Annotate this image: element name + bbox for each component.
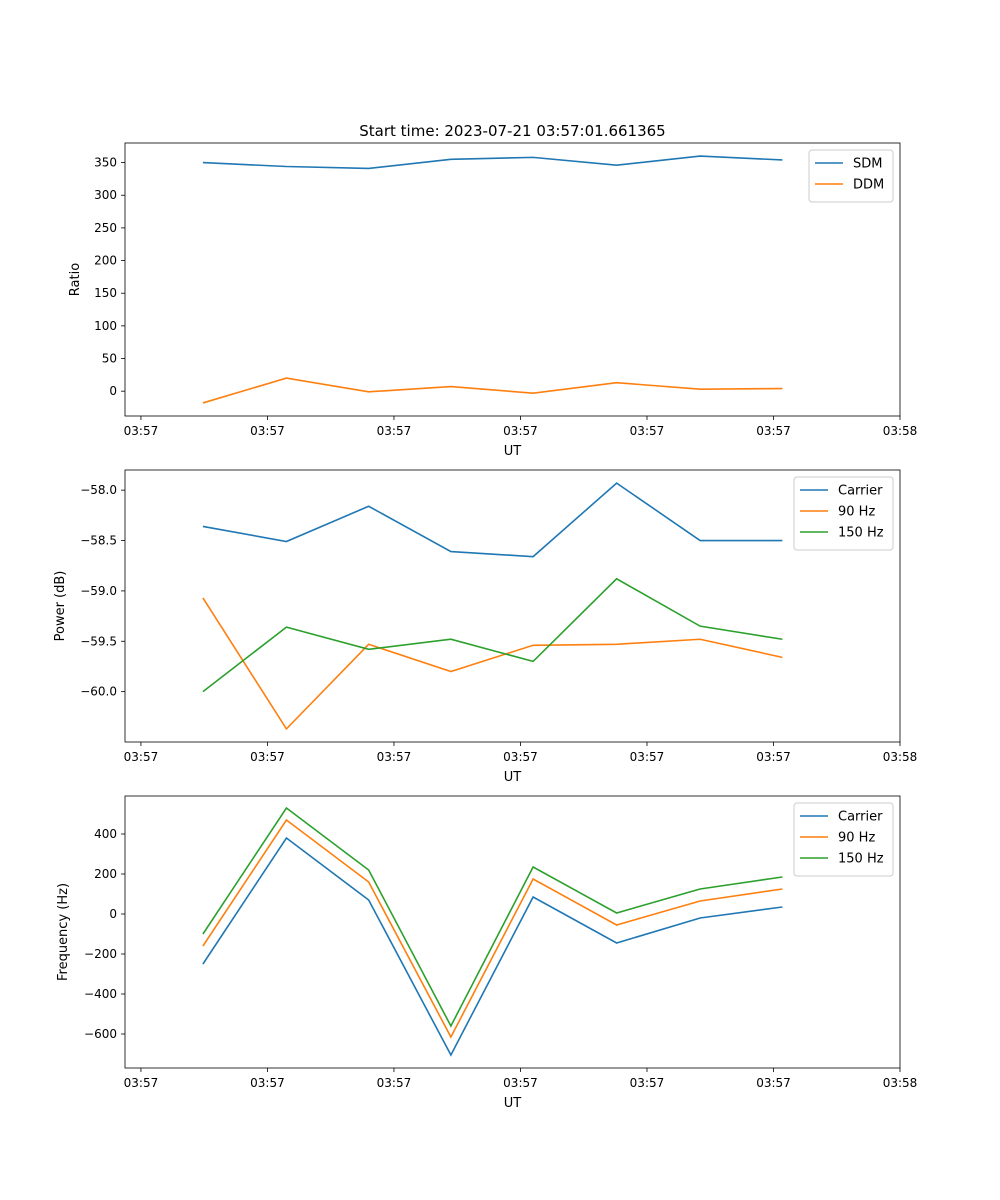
legend-label: 150 Hz xyxy=(838,852,884,867)
series-line-carrier xyxy=(202,482,783,558)
y-tick-label: 350 xyxy=(94,156,117,170)
series-line-150-hz xyxy=(202,577,783,693)
y-axis-label: Frequency (Hz) xyxy=(56,883,71,981)
figure-title: Start time: 2023-07-21 03:57:01.661365 xyxy=(359,122,665,140)
y-tick-label: 250 xyxy=(94,221,117,235)
y-tick-label: −59.5 xyxy=(80,634,117,648)
x-tick-label: 03:57 xyxy=(250,1076,285,1090)
legend-label: 150 Hz xyxy=(838,526,884,541)
y-tick-label: 300 xyxy=(94,188,117,202)
y-tick-label: 200 xyxy=(94,867,117,881)
x-tick-label: 03:58 xyxy=(883,1076,918,1090)
x-tick-label: 03:57 xyxy=(756,750,791,764)
legend-label: 90 Hz xyxy=(838,505,875,520)
x-tick-label: 03:57 xyxy=(503,1076,538,1090)
legend-label: Carrier xyxy=(838,484,883,499)
legend: Carrier 90 Hz 150 Hz xyxy=(793,476,894,551)
series-line-90-hz xyxy=(202,597,783,731)
y-tick-label: 150 xyxy=(94,286,117,300)
x-tick-label: 03:57 xyxy=(124,424,159,438)
y-tick-label: −59.0 xyxy=(80,584,117,598)
axes-frame xyxy=(124,469,901,743)
y-tick-label: 50 xyxy=(102,352,117,366)
subplot-3: 03:57 03:57 03:57 03:57 03:57 03:57 03:58 −600 −… xyxy=(56,795,918,1111)
x-tick-label: 03:57 xyxy=(756,1076,791,1090)
y-axis-label: Ratio xyxy=(68,263,83,296)
x-tick-label: 03:57 xyxy=(250,424,285,438)
x-tick-label: 03:58 xyxy=(883,424,918,438)
x-axis-label: UT xyxy=(504,1096,522,1111)
series-line-ddm xyxy=(202,377,783,404)
y-tick-label: 400 xyxy=(94,827,117,841)
axes-frame xyxy=(124,142,901,417)
legend: SDM DDM xyxy=(808,149,894,203)
x-tick-label: 03:57 xyxy=(377,1076,412,1090)
x-tick-label: 03:57 xyxy=(503,424,538,438)
x-tick-label: 03:57 xyxy=(377,750,412,764)
series-line-150-hz xyxy=(202,806,783,1028)
y-tick-label: −600 xyxy=(84,1027,117,1041)
series-line-carrier xyxy=(202,836,783,1057)
x-tick-label: 03:57 xyxy=(250,750,285,764)
legend-label: DDM xyxy=(853,178,884,193)
y-tick-label: −58.0 xyxy=(80,483,117,497)
y-tick-label: −400 xyxy=(84,987,117,1001)
x-tick-label: 03:57 xyxy=(756,424,791,438)
axes-frame xyxy=(124,795,901,1069)
subplot-2: 03:57 03:57 03:57 03:57 03:57 03:57 03:58 −60.0… xyxy=(53,469,918,785)
y-tick-label: −200 xyxy=(84,947,117,961)
y-tick-label: 100 xyxy=(94,319,117,333)
x-tick-label: 03:57 xyxy=(124,1076,159,1090)
legend-label: SDM xyxy=(853,157,882,172)
x-tick-label: 03:57 xyxy=(377,424,412,438)
y-tick-label: 0 xyxy=(109,384,117,398)
series-line-sdm xyxy=(202,155,783,170)
legend: Carrier 90 Hz 150 Hz xyxy=(793,802,894,877)
x-axis-label: UT xyxy=(504,444,522,459)
legend-label: Carrier xyxy=(838,810,883,825)
y-tick-label: 0 xyxy=(109,907,117,921)
y-axis-label: Power (dB) xyxy=(53,571,68,642)
y-tick-label: 200 xyxy=(94,254,117,268)
x-tick-label: 03:58 xyxy=(883,750,918,764)
x-tick-label: 03:57 xyxy=(124,750,159,764)
x-axis-label: UT xyxy=(504,770,522,785)
series-line-90-hz xyxy=(202,818,783,1039)
y-tick-label: −58.5 xyxy=(80,534,117,548)
x-tick-label: 03:57 xyxy=(630,1076,665,1090)
x-tick-label: 03:57 xyxy=(630,424,665,438)
subplot-1: 03:57 03:57 03:57 03:57 03:57 03:57 03:58 0 50 10… xyxy=(68,142,918,459)
legend-label: 90 Hz xyxy=(838,831,875,846)
x-tick-label: 03:57 xyxy=(503,750,538,764)
y-tick-label: −60.0 xyxy=(80,685,117,699)
x-tick-label: 03:57 xyxy=(630,750,665,764)
